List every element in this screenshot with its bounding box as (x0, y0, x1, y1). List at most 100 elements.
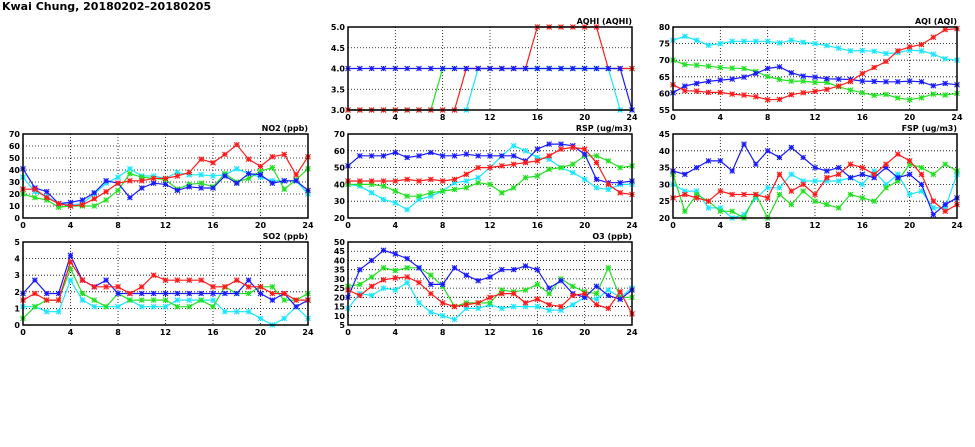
data-point (729, 38, 736, 45)
data-point (776, 184, 783, 191)
data-point (776, 154, 783, 161)
data-point (463, 272, 470, 279)
data-point (245, 277, 252, 284)
data-point (617, 164, 624, 171)
data-point (693, 194, 700, 201)
data-point (593, 65, 600, 72)
data-point (510, 152, 517, 159)
panel-title: O3 (ppb) (592, 232, 632, 241)
data-point (416, 152, 422, 159)
data-point (221, 151, 228, 158)
data-point (91, 303, 98, 310)
data-point (741, 74, 747, 81)
data-point (451, 303, 458, 310)
x-tick-label: 12 (809, 221, 820, 230)
data-point (245, 308, 252, 315)
data-point (918, 78, 925, 85)
data-point (835, 178, 842, 184)
data-point (693, 37, 700, 44)
data-point (368, 292, 375, 299)
data-point (823, 201, 830, 208)
x-tick-label: 24 (626, 328, 638, 337)
data-point (245, 283, 252, 290)
data-point (800, 188, 807, 195)
data-point (859, 171, 866, 178)
data-point (404, 264, 411, 271)
data-point (522, 65, 529, 72)
y-tick-label: 20 (334, 214, 346, 223)
data-point (174, 290, 181, 297)
y-tick-label: 5 (14, 238, 20, 247)
data-point (186, 290, 193, 297)
data-point (138, 177, 145, 184)
data-point (162, 290, 169, 297)
data-point (475, 305, 482, 312)
data-point (126, 297, 133, 303)
x-tick-label: 8 (440, 328, 446, 337)
x-tick-label: 0 (345, 328, 351, 337)
series-blue (345, 141, 635, 186)
data-point (451, 186, 458, 193)
data-point (883, 58, 889, 65)
data-point (847, 161, 854, 168)
data-point (31, 186, 38, 193)
data-point (871, 64, 878, 71)
y-tick-label: 5 (339, 321, 345, 330)
data-point (918, 94, 925, 101)
data-point (906, 44, 913, 50)
data-point (752, 93, 759, 100)
plot-frame (22, 241, 309, 326)
y-tick-label: 45 (659, 130, 671, 139)
data-point (31, 290, 38, 297)
data-point (835, 171, 842, 178)
data-point (776, 96, 783, 103)
y-tick-label: 40 (659, 147, 671, 156)
data-point (930, 211, 937, 218)
data-point (681, 83, 688, 89)
data-point (103, 303, 110, 310)
data-point (392, 188, 399, 195)
data-point (174, 173, 181, 179)
data-point (812, 88, 818, 95)
data-point (835, 164, 842, 171)
data-point (487, 65, 493, 72)
data-point (463, 301, 470, 308)
data-point (451, 176, 458, 183)
data-point (91, 297, 98, 303)
data-point (894, 174, 901, 181)
data-point (368, 257, 375, 264)
data-point (764, 147, 771, 154)
data-point (356, 178, 363, 184)
data-point (788, 171, 795, 178)
data-point (451, 179, 458, 186)
data-point (894, 171, 901, 178)
data-point (392, 287, 399, 293)
data-point (498, 290, 505, 297)
data-point (79, 297, 86, 303)
panel-aqhi: 3.0 3.5 4.0 4.5 5.0 0 4 8 12 16 20 24 AQHI (AQHI) (331, 17, 638, 122)
data-point (871, 174, 878, 181)
data-point (67, 277, 74, 284)
data-point (681, 61, 688, 68)
data-point (257, 290, 264, 297)
data-point (245, 170, 252, 177)
data-point (800, 73, 807, 80)
data-point (103, 177, 110, 184)
data-point (883, 78, 889, 85)
data-point (475, 299, 482, 306)
data-point (522, 303, 529, 310)
data-point (498, 189, 505, 196)
data-point (115, 174, 121, 181)
data-point (138, 297, 145, 303)
x-tick-label: 16 (532, 221, 544, 230)
data-point (546, 301, 553, 308)
y-tick-label: 40 (334, 256, 346, 265)
data-point (605, 305, 612, 312)
x-tick-label: 4 (718, 221, 724, 230)
data-point (605, 292, 612, 299)
y-tick-label: 1 (14, 304, 20, 313)
data-point (788, 144, 795, 151)
data-point (463, 65, 470, 72)
data-point (31, 277, 38, 284)
data-point (764, 184, 771, 191)
